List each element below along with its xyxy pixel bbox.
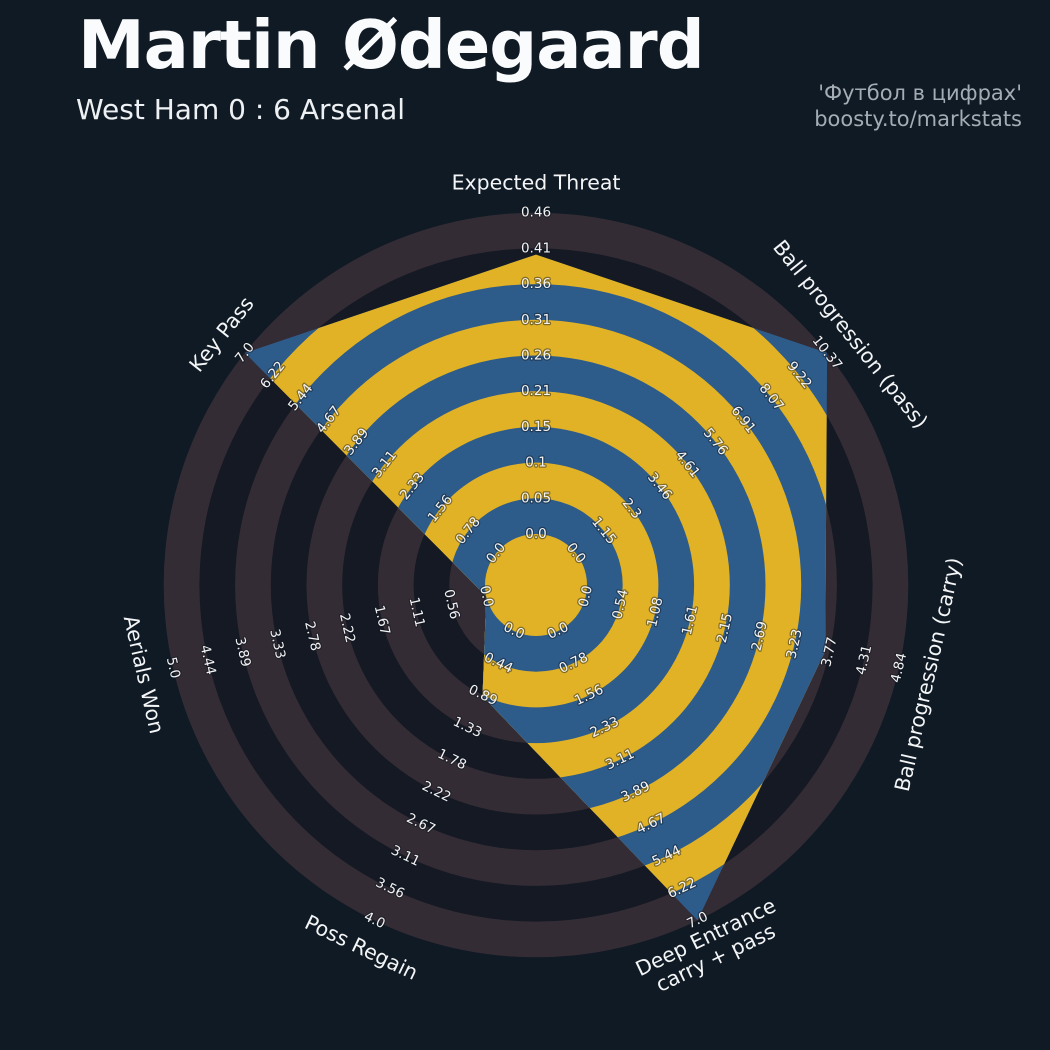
tick-label: 0.21 xyxy=(521,383,551,399)
page-title: Martin Ødegaard xyxy=(78,6,705,84)
tick-label: 0.41 xyxy=(521,240,551,256)
match-subtitle: West Ham 0 : 6 Arsenal xyxy=(76,93,406,126)
credit-text: 'Футбол в цифрах' boosty.to/markstats xyxy=(814,80,1022,132)
tick-label: 0.0 xyxy=(476,584,496,609)
axis-label-group: Expected Threat xyxy=(452,171,621,195)
tick-label: 0.26 xyxy=(521,348,551,364)
axis-label-group: Aerials Won xyxy=(119,613,169,736)
tick-label: 0.36 xyxy=(521,276,551,292)
credit-line-1: 'Футбол в цифрах' xyxy=(818,81,1022,105)
center-circle xyxy=(485,534,587,636)
tick-label: 0.15 xyxy=(521,419,551,435)
tick-label: 0.31 xyxy=(521,312,551,328)
tick-label: 5.0 xyxy=(163,656,183,681)
tick-label: 0.0 xyxy=(525,526,546,542)
axis-label: Aerials Won xyxy=(119,613,169,736)
axis-label: Expected Threat xyxy=(452,171,621,195)
tick-label: 2.69 xyxy=(749,620,771,653)
tick-label: 0.46 xyxy=(521,205,551,221)
tick-label: 0.0 xyxy=(576,584,596,609)
tick-label: 0.05 xyxy=(521,490,551,506)
tick-label: 0.1 xyxy=(525,455,546,471)
credit-line-2: boosty.to/markstats xyxy=(814,107,1022,132)
